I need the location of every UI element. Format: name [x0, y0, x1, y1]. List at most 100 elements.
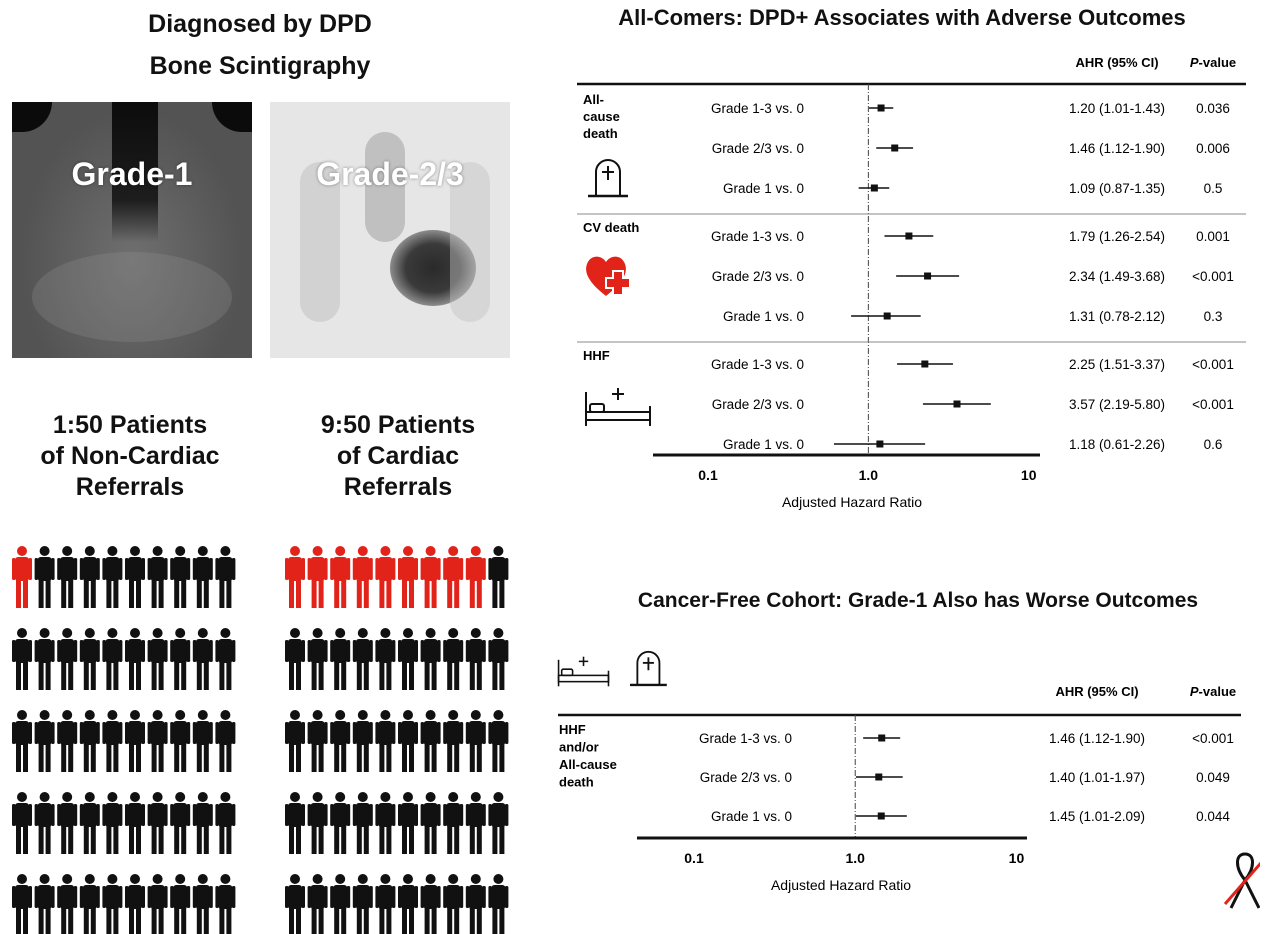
person-arm [231, 722, 236, 744]
person-head [448, 874, 459, 884]
person-arm [28, 886, 32, 908]
person-leg [23, 578, 28, 608]
person-arm [488, 804, 492, 826]
person-body [333, 639, 348, 663]
person-body [150, 557, 165, 581]
person-leg [469, 742, 475, 772]
person-body [355, 885, 370, 909]
person-arm [482, 804, 486, 826]
person-head [107, 628, 118, 638]
person-leg [136, 906, 141, 934]
person-icon [330, 874, 351, 934]
person-arm [164, 804, 168, 826]
person-leg [83, 660, 89, 690]
person-leg [469, 660, 475, 690]
person-arm [307, 886, 312, 908]
person-head [17, 792, 27, 802]
person-head [357, 792, 368, 802]
person-icon [420, 546, 441, 608]
group-name: death [583, 126, 618, 141]
person-arm [209, 886, 213, 908]
person-body [333, 557, 348, 581]
col-header-p: P-value [1190, 55, 1236, 70]
person-arm [170, 722, 174, 744]
person-head [448, 546, 459, 556]
person-icon [170, 628, 191, 690]
person-body [37, 557, 52, 581]
person-icon [330, 710, 351, 772]
person-body [423, 639, 438, 663]
person-arm [118, 886, 123, 908]
person-icon [352, 874, 373, 934]
point-estimate [921, 360, 929, 368]
person-leg [379, 824, 385, 854]
group-name: and/or [559, 740, 599, 755]
person-arm [391, 640, 396, 662]
person-body [105, 721, 120, 745]
person-arm [186, 640, 191, 662]
person-arm [125, 886, 129, 908]
person-icon [147, 792, 168, 854]
person-arm [209, 804, 213, 826]
person-head [62, 546, 73, 556]
person-arm [34, 722, 39, 744]
person-body [355, 721, 370, 745]
person-leg [174, 660, 180, 690]
person-icon [465, 792, 486, 854]
person-body [105, 639, 120, 663]
person-arm [352, 558, 357, 580]
person-body [173, 639, 188, 663]
person-head [290, 710, 300, 720]
person-arm [51, 640, 55, 662]
referral-cardiac-caption: 9:50 Patients of Cardiac Referrals [288, 410, 508, 503]
person-leg [356, 578, 362, 608]
person-arm [170, 558, 174, 580]
person-head [335, 874, 346, 884]
referral-noncardiac-line1: 1:50 Patients [52, 411, 208, 439]
row-label: Grade 1 vs. 0 [723, 309, 804, 324]
person-body [218, 885, 233, 909]
person-arm [164, 886, 168, 908]
person-body [491, 639, 506, 663]
person-leg [16, 906, 21, 934]
person-arm [465, 886, 470, 908]
person-leg [334, 906, 340, 934]
person-leg [61, 906, 67, 934]
person-arm [465, 558, 470, 580]
x-tick-label: 1.0 [845, 850, 865, 866]
person-leg [90, 578, 96, 608]
row-label: Grade 1 vs. 0 [711, 809, 792, 824]
x-tick-label: 0.1 [698, 467, 718, 483]
person-head [220, 874, 231, 884]
person-head [107, 792, 118, 802]
person-body [195, 885, 210, 909]
person-leg [454, 742, 460, 772]
person-icon [330, 546, 351, 608]
person-leg [424, 578, 430, 608]
person-icon [34, 710, 55, 772]
person-arm [346, 722, 351, 744]
person-leg [38, 660, 44, 690]
person-icon [12, 710, 32, 772]
person-leg [289, 660, 294, 690]
person-icon [12, 792, 32, 854]
tombstone-shape [595, 159, 621, 196]
person-body [150, 885, 165, 909]
person-leg [318, 742, 324, 772]
person-head [335, 710, 346, 720]
person-icon [307, 710, 328, 772]
person-arm [488, 640, 492, 662]
person-leg [363, 824, 369, 854]
person-leg [151, 824, 157, 854]
person-head [312, 874, 323, 884]
scan-grade23-image: Grade-2/3 [270, 102, 510, 358]
person-leg [311, 742, 317, 772]
person-arm [324, 804, 328, 826]
person-icon [147, 874, 168, 934]
person-leg [68, 578, 74, 608]
person-body [105, 885, 120, 909]
person-arm [414, 886, 418, 908]
person-arm [398, 722, 402, 744]
person-arm [391, 558, 396, 580]
p-value: <0.001 [1192, 731, 1234, 746]
